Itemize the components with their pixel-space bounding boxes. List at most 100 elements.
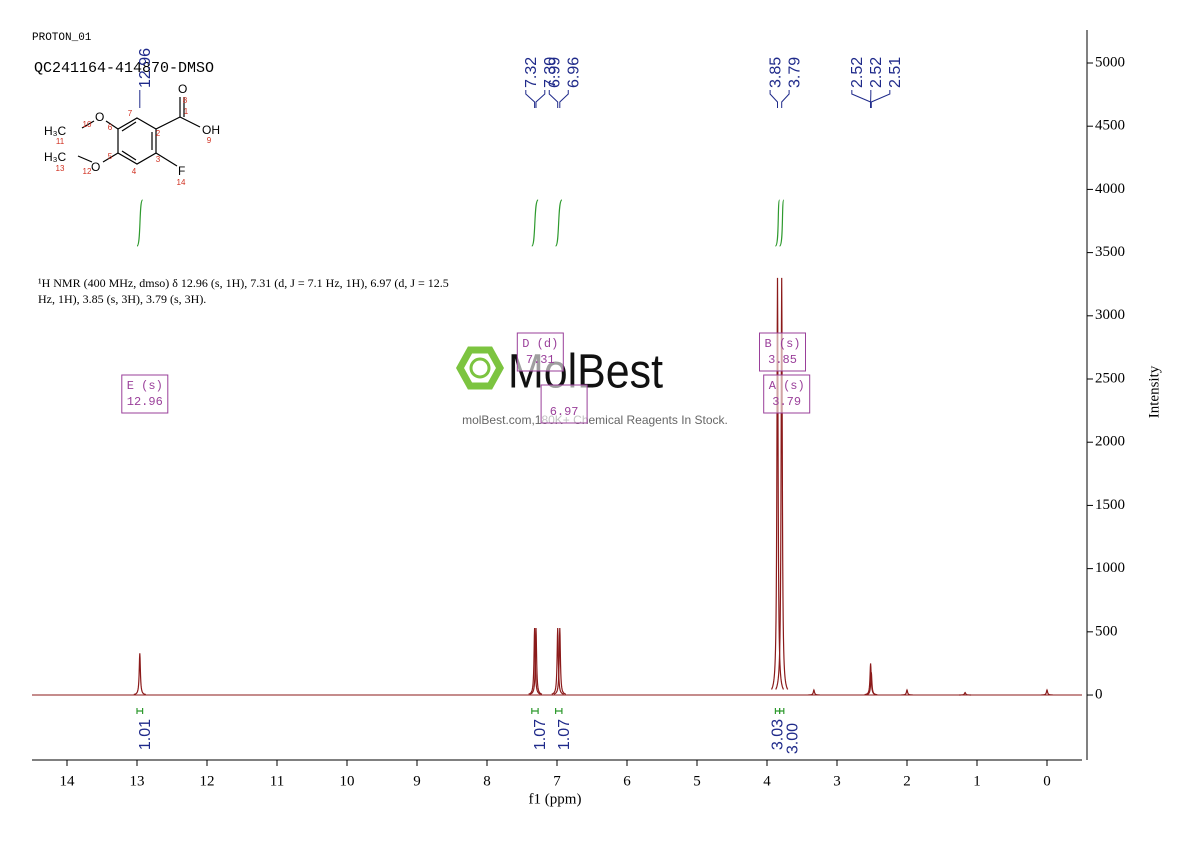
peak (900, 688, 914, 696)
multiplet-box (759, 332, 806, 372)
integral-bracket (136, 708, 144, 714)
multiplet-shift: 12.96 (127, 395, 163, 409)
watermark-logo (455, 346, 505, 390)
peak (959, 691, 972, 696)
x-tick-label: 7 (553, 773, 561, 789)
integral-curve (136, 199, 144, 247)
integral-label: 1.07 (532, 719, 549, 750)
atom-label: O (91, 160, 100, 174)
x-tick-label: 14 (60, 773, 76, 789)
x-tick-label: 10 (340, 773, 355, 789)
peak (775, 277, 789, 690)
integral-bracket (531, 708, 539, 714)
atom-label: O (178, 82, 187, 96)
peak (807, 688, 820, 696)
integral-label: 1.07 (556, 719, 573, 750)
y-tick-label: 1500 (1095, 497, 1125, 513)
peak-label-connector (525, 90, 536, 108)
peak (865, 672, 878, 696)
multiplet-shift: 6.97 (550, 405, 579, 419)
atom-number: 8 (183, 96, 188, 105)
peak-label-connector (548, 90, 559, 108)
peak-label: 2.52 (849, 57, 866, 88)
y-axis-label: Intensity (1146, 365, 1162, 418)
atom-number: 3 (156, 155, 161, 164)
integral-bracket (779, 708, 785, 714)
integral-label: 1.01 (137, 719, 154, 750)
integral-label: 3.03 (769, 719, 786, 750)
atom-label: H₃C (44, 124, 67, 138)
peak-label: 3.85 (767, 57, 784, 88)
peak-label-connector (851, 90, 872, 108)
multiplet-name: D (d) (522, 337, 558, 351)
x-tick-label: 2 (903, 773, 911, 789)
atom-number: 6 (108, 123, 113, 132)
x-tick-label: 8 (483, 773, 491, 789)
x-tick-label: 12 (200, 773, 215, 789)
nmr-description: ¹H NMR (400 MHz, dmso) δ 12.96 (s, 1H), … (38, 276, 449, 306)
integral-curve (531, 199, 539, 247)
integral-curve (779, 199, 785, 247)
multiplet-box (540, 384, 588, 424)
y-tick-label: 4500 (1095, 118, 1125, 134)
atom-number: 14 (177, 178, 186, 187)
multiplet-shift: 7.31 (526, 353, 555, 367)
integral-curve (555, 199, 563, 247)
peak (551, 628, 564, 695)
peak-label: 2.52 (868, 57, 885, 88)
peak-label-connector (870, 90, 891, 108)
x-tick-label: 0 (1043, 773, 1051, 789)
y-tick-label: 4000 (1095, 181, 1125, 197)
atom-number: 10 (83, 120, 92, 129)
y-tick-label: 3500 (1095, 244, 1125, 260)
x-tick-label: 9 (413, 773, 421, 789)
y-tick-label: 3000 (1095, 307, 1125, 323)
peak-label: 7.32 (523, 57, 540, 88)
sample-name: QC241164-414870-DMSO (34, 60, 214, 77)
peak-label: 3.79 (786, 57, 803, 88)
atom-number: 7 (128, 109, 133, 118)
atom-label: H₃C (44, 150, 67, 164)
y-tick-label: 1000 (1095, 560, 1125, 576)
peak-label-connector (535, 90, 546, 108)
y-tick-label: 5000 (1095, 54, 1125, 70)
atom-label: OH (202, 123, 220, 137)
peak-label: 12.96 (137, 48, 154, 88)
peak (1040, 688, 1054, 696)
x-tick-label: 5 (693, 773, 701, 789)
x-axis-label: f1 (ppm) (529, 791, 582, 807)
atom-number: 12 (83, 167, 92, 176)
structure-bonds (77, 97, 201, 167)
multiplet-box (763, 374, 811, 414)
atom-number: 2 (156, 129, 161, 138)
x-tick-label: 1 (973, 773, 981, 789)
atom-label: F (178, 164, 185, 178)
atom-number: 4 (132, 167, 137, 176)
atom-number: 5 (108, 152, 113, 161)
atom-number: 13 (56, 164, 65, 173)
integral-curve (774, 199, 781, 247)
peak (553, 628, 566, 695)
multiplet-shift: 3.79 (772, 395, 801, 409)
multiplet-shift: 3.85 (768, 353, 797, 367)
peak-label-connector (769, 90, 778, 108)
y-tick-label: 0 (1095, 686, 1103, 702)
peak (529, 628, 543, 695)
peak-label-connector (781, 90, 790, 108)
structure-labels: O OH F O H₃C O H₃C (44, 82, 220, 178)
multiplet-name: B (s) (764, 337, 800, 351)
multiplet-name: A (s) (769, 379, 805, 393)
peak-label-connector (559, 90, 569, 108)
peak-label: 6.96 (565, 57, 582, 88)
atom-number: 11 (56, 137, 65, 146)
x-tick-label: 4 (763, 773, 771, 789)
x-tick-label: 11 (270, 773, 284, 789)
atom-number: 1 (184, 107, 189, 116)
peak-label: 6.99 (546, 57, 563, 88)
integral-bracket (774, 708, 781, 714)
watermark-tagline: molBest.com,180K+ Chemical Reagents In S… (462, 413, 728, 427)
atom-label: O (95, 110, 104, 124)
x-tick-label: 6 (623, 773, 631, 789)
y-tick-label: 500 (1095, 623, 1118, 639)
